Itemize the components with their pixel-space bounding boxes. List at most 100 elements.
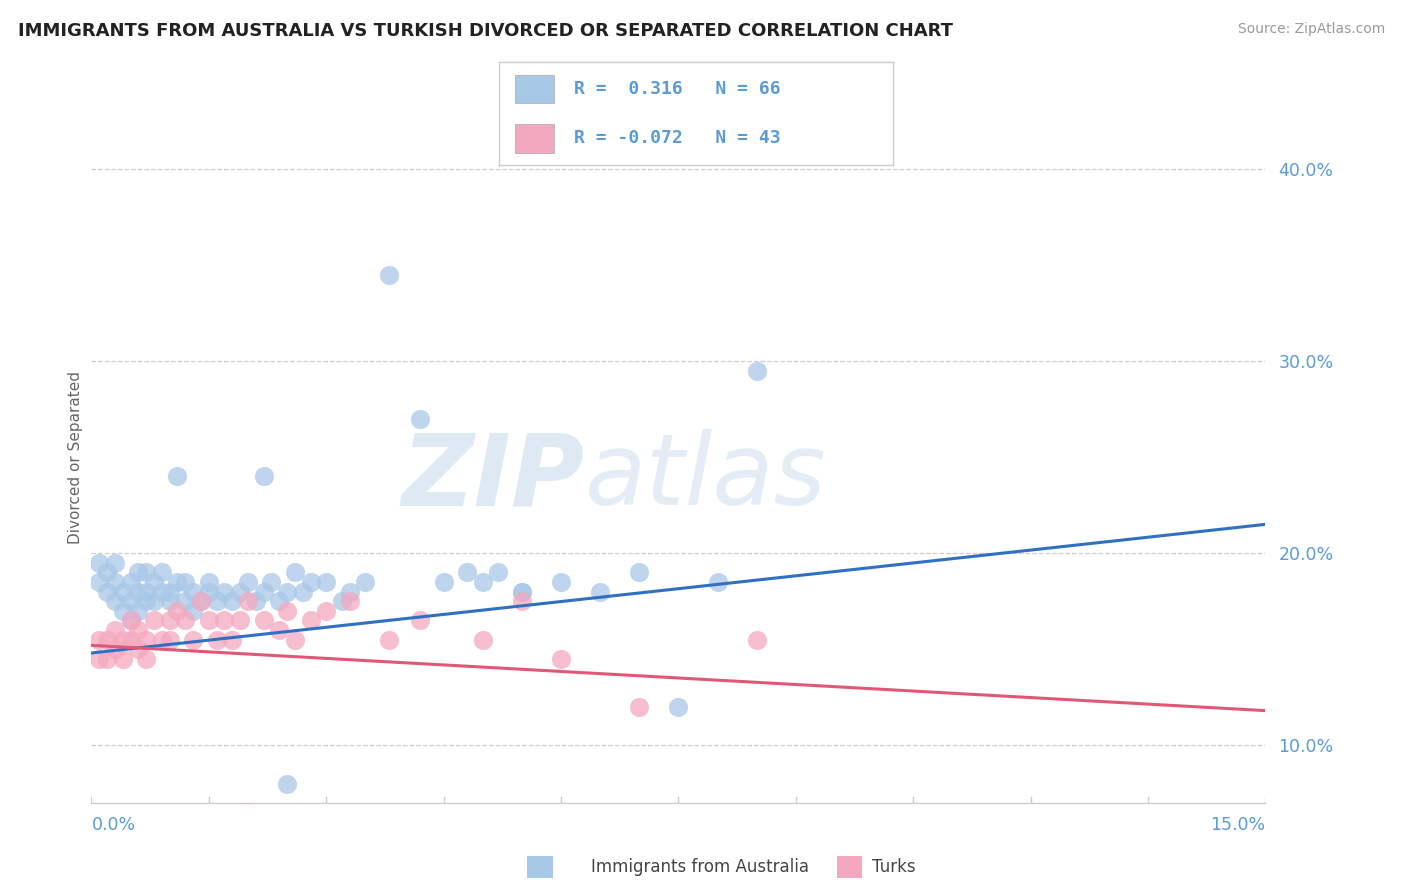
Point xyxy=(706,574,728,589)
Point xyxy=(299,613,322,627)
Point xyxy=(284,566,307,580)
Point xyxy=(229,613,252,627)
Point xyxy=(339,594,361,608)
Point xyxy=(589,584,612,599)
Point xyxy=(245,594,267,608)
Point xyxy=(221,594,243,608)
Point xyxy=(127,604,149,618)
Point xyxy=(284,632,307,647)
Text: atlas: atlas xyxy=(585,429,827,526)
Point xyxy=(252,469,274,483)
Point xyxy=(221,632,243,647)
Point xyxy=(252,613,274,627)
Point xyxy=(111,652,134,666)
Point xyxy=(432,574,454,589)
Point xyxy=(510,594,533,608)
Point xyxy=(409,411,432,425)
Point xyxy=(166,604,188,618)
Point xyxy=(150,584,173,599)
Point xyxy=(666,699,689,714)
Point xyxy=(174,613,197,627)
Point xyxy=(456,566,478,580)
Point xyxy=(378,632,401,647)
Bar xyxy=(515,75,554,103)
Point xyxy=(159,613,181,627)
Y-axis label: Divorced or Separated: Divorced or Separated xyxy=(67,371,83,543)
Point xyxy=(104,642,127,657)
Point xyxy=(181,584,204,599)
Text: 0.0%: 0.0% xyxy=(91,816,135,834)
Point xyxy=(510,584,533,599)
Point xyxy=(315,574,337,589)
Point xyxy=(276,584,298,599)
Point xyxy=(127,566,149,580)
Point xyxy=(174,594,197,608)
Point xyxy=(214,584,236,599)
Point xyxy=(135,652,157,666)
Point xyxy=(236,574,259,589)
Point xyxy=(104,594,127,608)
Point xyxy=(135,632,157,647)
Point xyxy=(214,613,236,627)
Point xyxy=(550,652,572,666)
Point xyxy=(181,604,204,618)
Point xyxy=(96,566,118,580)
Point xyxy=(89,652,111,666)
Point xyxy=(628,566,651,580)
Point xyxy=(104,574,127,589)
Point xyxy=(135,594,157,608)
Text: R =  0.316   N = 66: R = 0.316 N = 66 xyxy=(574,79,780,97)
Point xyxy=(378,268,401,282)
Point xyxy=(190,594,212,608)
Point xyxy=(269,594,291,608)
Point xyxy=(260,574,283,589)
Point xyxy=(111,604,134,618)
Point xyxy=(197,613,219,627)
Point xyxy=(174,574,197,589)
Text: IMMIGRANTS FROM AUSTRALIA VS TURKISH DIVORCED OR SEPARATED CORRELATION CHART: IMMIGRANTS FROM AUSTRALIA VS TURKISH DIV… xyxy=(18,22,953,40)
Point xyxy=(111,632,134,647)
Point xyxy=(143,574,166,589)
Point xyxy=(96,632,118,647)
Point xyxy=(205,594,228,608)
Point xyxy=(628,699,651,714)
Text: ZIP: ZIP xyxy=(402,429,585,526)
Text: Immigrants from Australia: Immigrants from Australia xyxy=(591,858,808,876)
Point xyxy=(143,594,166,608)
Point xyxy=(236,594,259,608)
Point xyxy=(236,805,259,820)
Text: Source: ZipAtlas.com: Source: ZipAtlas.com xyxy=(1237,22,1385,37)
Point xyxy=(745,632,768,647)
Point xyxy=(120,613,142,627)
Point xyxy=(143,613,166,627)
Point xyxy=(89,574,111,589)
Point xyxy=(96,584,118,599)
Point xyxy=(550,574,572,589)
Point xyxy=(159,584,181,599)
Point xyxy=(205,632,228,647)
Point xyxy=(190,594,212,608)
Point xyxy=(409,613,432,627)
Text: Turks: Turks xyxy=(872,858,915,876)
Point xyxy=(96,652,118,666)
Point xyxy=(104,623,127,637)
Point xyxy=(120,613,142,627)
Point xyxy=(276,604,298,618)
Point xyxy=(111,584,134,599)
Point xyxy=(330,594,353,608)
Point xyxy=(197,584,219,599)
Point xyxy=(299,574,322,589)
Point xyxy=(159,632,181,647)
Point xyxy=(181,632,204,647)
Point xyxy=(745,364,768,378)
Point xyxy=(510,584,533,599)
Point xyxy=(120,632,142,647)
Text: R = -0.072   N = 43: R = -0.072 N = 43 xyxy=(574,128,780,147)
Point xyxy=(150,632,173,647)
Point xyxy=(120,594,142,608)
Point xyxy=(135,584,157,599)
Point xyxy=(471,574,494,589)
Point xyxy=(166,469,188,483)
Point xyxy=(120,574,142,589)
Point xyxy=(104,556,127,570)
